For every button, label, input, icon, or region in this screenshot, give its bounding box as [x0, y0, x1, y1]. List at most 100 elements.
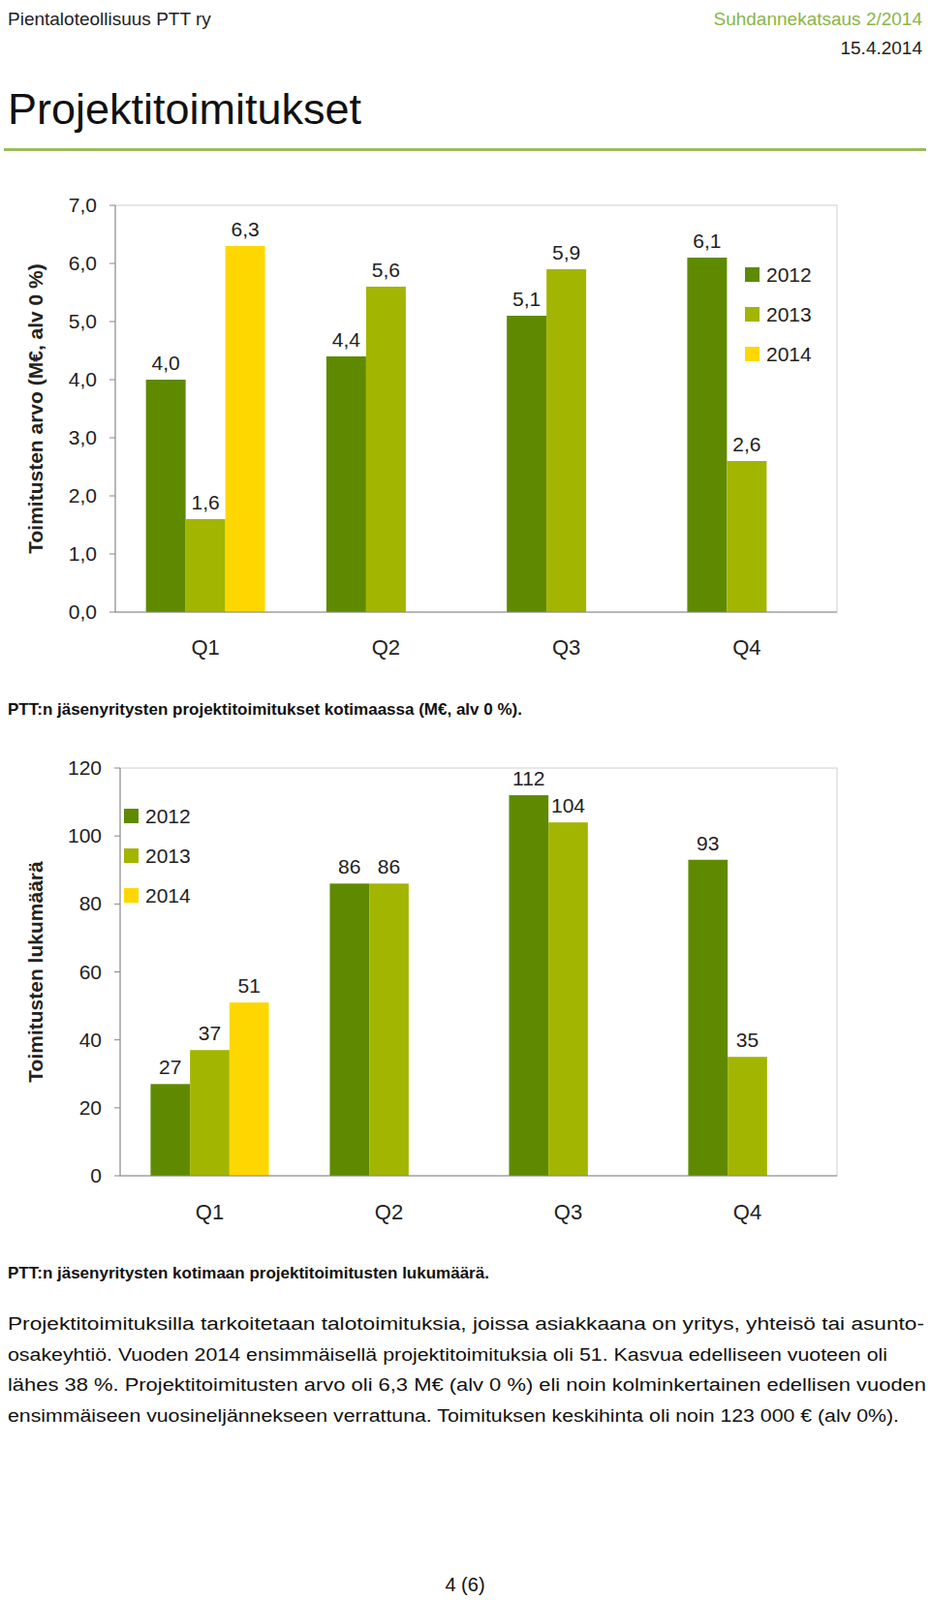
- data-label: 86: [338, 855, 361, 878]
- data-label: 2,6: [732, 433, 761, 456]
- bar: [150, 1084, 190, 1177]
- legend-swatch: [744, 307, 760, 322]
- data-label: 6,1: [692, 229, 721, 252]
- data-label: 1,6: [191, 491, 220, 514]
- legend-label: 2013: [145, 844, 191, 868]
- legend-swatch: [744, 346, 760, 362]
- x-tick-label: Q2: [374, 1200, 403, 1225]
- y-tick-label: 0,0: [68, 600, 97, 623]
- data-labels: 4,04,45,16,11,65,65,92,66,3: [152, 217, 762, 514]
- x-axis: [115, 612, 837, 614]
- x-tick-label: Q4: [732, 635, 761, 660]
- data-label: 27: [158, 1055, 182, 1079]
- legend-swatch: [744, 267, 760, 282]
- legend-swatch: [124, 848, 139, 864]
- header-date: 15.4.2014: [839, 37, 923, 59]
- data-label: 37: [198, 1022, 221, 1045]
- y-tick: [114, 1107, 121, 1109]
- chart-caption: PTT:n jäsenyritysten kotimaan projektito…: [7, 1264, 490, 1283]
- legend-label: 2014: [766, 342, 812, 366]
- legend-swatch: [124, 888, 139, 903]
- data-labels: 27861129337861043551: [158, 767, 759, 1079]
- bar: [548, 822, 589, 1177]
- y-tick: [109, 554, 116, 556]
- data-label: 35: [736, 1028, 759, 1052]
- data-label: 86: [377, 855, 401, 878]
- bars: [146, 246, 768, 613]
- heading: Projektitoimitukset: [7, 84, 363, 134]
- x-tick-label: Q4: [733, 1200, 762, 1225]
- bar: [686, 257, 727, 613]
- y-axis-label: Toimitusten lukumäärä: [24, 861, 47, 1084]
- x-tick-label: Q1: [190, 635, 219, 660]
- y-tick: [109, 437, 116, 439]
- y-tick-label: 80: [79, 892, 102, 915]
- y-tick: [109, 205, 116, 207]
- y-tick: [114, 903, 121, 905]
- y-tick-label: 100: [67, 824, 102, 847]
- y-axis: [115, 205, 117, 613]
- y-tick-label: 20: [79, 1096, 102, 1119]
- data-label: 6,3: [230, 217, 259, 241]
- y-tick-label: 5,0: [68, 310, 97, 333]
- bar: [329, 883, 370, 1177]
- bar: [506, 315, 547, 613]
- y-axis: [120, 768, 122, 1177]
- data-label: 5,1: [512, 287, 541, 310]
- page: Pientaloteollisuus PTT ry Suhdannekatsaus…: [0, 0, 930, 1600]
- data-label: 51: [238, 974, 261, 997]
- page-number: 4 (6): [444, 1574, 485, 1596]
- y-tick-label: 4,0: [68, 368, 97, 391]
- y-tick-label: 7,0: [68, 193, 97, 217]
- y-tick: [114, 971, 121, 973]
- bar: [189, 1050, 230, 1177]
- y-tick-label: 3,0: [68, 426, 97, 449]
- y-tick-label: 40: [79, 1028, 102, 1052]
- chart-caption: PTT:n jäsenyritysten projektitoimitukset…: [7, 700, 523, 719]
- legend: 201220132014: [124, 805, 191, 907]
- bar: [687, 860, 728, 1177]
- x-tick-label: Q2: [372, 635, 401, 660]
- chart: 0 20 40 60 80 100 120 Toimitusten lukumäärä 27 86…: [7, 756, 837, 1283]
- x-axis: [120, 1176, 837, 1178]
- y-tick: [114, 1176, 121, 1178]
- y-tick-label: 60: [79, 961, 102, 984]
- bar: [366, 286, 406, 613]
- y-tick: [109, 496, 116, 497]
- y-tick-label: 2,0: [68, 484, 97, 507]
- bar: [508, 795, 549, 1177]
- bar: [369, 883, 409, 1177]
- bar: [186, 519, 226, 613]
- y-tick: [114, 1039, 121, 1041]
- y-tick: [109, 321, 116, 323]
- x-tick-label: Q1: [195, 1200, 224, 1225]
- plot-frame: [120, 768, 837, 1177]
- y-tick: [114, 836, 121, 837]
- legend-swatch: [124, 808, 139, 824]
- background: [0, 0, 930, 1600]
- y-tick-label: 0: [90, 1164, 102, 1187]
- data-label: 104: [551, 794, 586, 817]
- legend: 201220132014: [744, 263, 812, 366]
- x-tick-label: Q3: [552, 635, 581, 660]
- header-right: Suhdannekatsaus 2/2014: [713, 8, 923, 30]
- header-left: Pientaloteollisuus PTT ry: [7, 8, 212, 30]
- paragraph-line: Projektitoimituksilla tarkoitetaan talot…: [7, 1314, 925, 1334]
- y-tick: [109, 263, 116, 265]
- y-tick-label: 1,0: [68, 542, 97, 565]
- bar: [726, 461, 767, 613]
- x-tick-label: Q3: [554, 1200, 583, 1225]
- data-label: 5,6: [372, 258, 401, 281]
- paragraph-line: osakeyhtiö. Vuoden 2014 ensimmäisellä pr…: [7, 1345, 888, 1365]
- bar: [326, 356, 367, 613]
- bar: [727, 1056, 768, 1177]
- y-tick-label: 120: [67, 756, 102, 779]
- y-tick: [109, 612, 116, 614]
- bars: [150, 795, 767, 1177]
- paragraph-line: lähes 38 %. Projektitoimitusten arvo oli…: [7, 1375, 927, 1395]
- bar: [546, 269, 587, 613]
- data-label: 112: [512, 767, 545, 790]
- y-axis-label: Toimitusten arvo (M€, alv 0 %): [24, 263, 47, 555]
- data-label: 5,9: [552, 241, 581, 264]
- bar: [225, 246, 266, 613]
